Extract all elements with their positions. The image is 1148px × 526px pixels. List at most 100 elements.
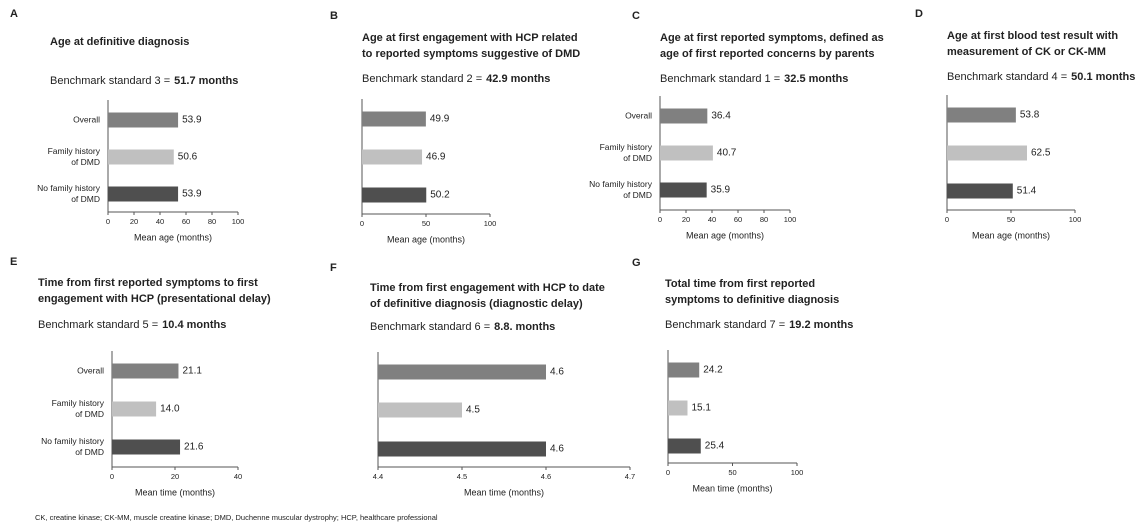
x-tick-label: 4.5: [457, 472, 467, 481]
x-tick-label: 0: [110, 472, 114, 481]
panel-title: Age at first reported symptoms, defined …: [660, 32, 884, 44]
panel-title: Age at definitive diagnosis: [50, 36, 189, 48]
benchmark-label: Benchmark standard 5 =: [38, 319, 158, 331]
bar: [112, 439, 181, 455]
bar: [108, 149, 174, 165]
x-tick-label: 4.7: [625, 472, 635, 481]
category-label: of DMD: [623, 153, 652, 163]
x-tick-label: 0: [106, 217, 110, 226]
benchmark: Benchmark standard 2 = 42.9 months: [362, 73, 550, 85]
x-tick-label: 0: [666, 468, 670, 477]
panel-letter: B: [330, 10, 338, 22]
x-tick-label: 0: [658, 215, 662, 224]
value-label: 49.9: [430, 114, 450, 125]
panel-title: Time from first engagement with HCP to d…: [370, 282, 605, 294]
bar: [660, 182, 707, 198]
benchmark-value: 8.8. months: [494, 321, 555, 333]
bar: [947, 183, 1013, 199]
category-label: of DMD: [623, 190, 652, 200]
x-tick-label: 0: [360, 219, 364, 228]
value-label: 15.1: [691, 403, 711, 414]
benchmark-label: Benchmark standard 3 =: [50, 75, 170, 87]
panel-letter: D: [915, 8, 923, 20]
x-tick-label: 100: [784, 215, 797, 224]
value-label: 4.6: [550, 444, 564, 455]
panel-letter: A: [10, 8, 18, 20]
benchmark-label: Benchmark standard 1 =: [660, 73, 780, 85]
benchmark-value: 19.2 months: [789, 319, 853, 331]
category-label: Overall: [625, 110, 652, 120]
x-tick-label: 100: [232, 217, 245, 226]
category-label: No family history: [37, 183, 101, 193]
bar: [668, 362, 700, 378]
panel-letter: C: [632, 10, 640, 22]
panel-title: Time from first reported symptoms to fir…: [38, 277, 258, 289]
x-tick-label: 80: [760, 215, 768, 224]
value-label: 53.8: [1020, 110, 1040, 121]
value-label: 4.6: [550, 367, 564, 378]
x-axis-label: Mean time (months): [692, 483, 772, 493]
bar: [362, 149, 423, 165]
x-tick-label: 40: [708, 215, 716, 224]
x-tick-label: 50: [422, 219, 430, 228]
footnote: CK, creatine kinase; CK-MM, muscle creat…: [35, 513, 438, 522]
x-axis-label: Mean time (months): [135, 487, 215, 497]
category-label: Overall: [73, 114, 100, 124]
category-label: Family history: [52, 398, 105, 408]
category-label: of DMD: [71, 157, 100, 167]
bar: [660, 145, 713, 161]
category-label: of DMD: [75, 447, 104, 457]
benchmark: Benchmark standard 6 = 8.8. months: [370, 321, 555, 333]
value-label: 21.1: [182, 366, 202, 377]
x-axis-label: Mean time (months): [464, 487, 544, 497]
x-axis-label: Mean age (months): [972, 230, 1050, 240]
benchmark: Benchmark standard 4 = 50.1 months: [947, 71, 1135, 83]
x-tick-label: 80: [208, 217, 216, 226]
bar: [947, 107, 1016, 123]
x-tick-label: 100: [791, 468, 804, 477]
value-label: 53.9: [182, 115, 202, 126]
x-tick-label: 4.6: [541, 472, 551, 481]
category-label: of DMD: [71, 194, 100, 204]
benchmark-label: Benchmark standard 4 =: [947, 71, 1067, 83]
benchmark: Benchmark standard 3 = 51.7 months: [50, 75, 238, 87]
panel-title: age of first reported concerns by parent…: [660, 48, 875, 60]
bar: [378, 441, 546, 457]
benchmark-value: 50.1 months: [1071, 71, 1135, 83]
category-label: Family history: [600, 142, 653, 152]
value-label: 21.6: [184, 442, 204, 453]
panel-title: measurement of CK or CK-MM: [947, 46, 1106, 58]
bar: [108, 186, 179, 202]
x-tick-label: 50: [728, 468, 736, 477]
x-tick-label: 60: [734, 215, 742, 224]
value-label: 50.2: [430, 190, 450, 201]
benchmark-value: 51.7 months: [174, 75, 238, 87]
value-label: 53.9: [182, 189, 202, 200]
x-tick-label: 20: [171, 472, 179, 481]
bar: [362, 187, 427, 203]
benchmark-value: 42.9 months: [486, 73, 550, 85]
bar: [362, 111, 426, 127]
value-label: 36.4: [711, 111, 731, 122]
x-tick-label: 0: [945, 215, 949, 224]
panel-letter: G: [632, 257, 641, 269]
category-label: of DMD: [75, 409, 104, 419]
x-tick-label: 20: [130, 217, 138, 226]
category-label: No family history: [589, 179, 653, 189]
panel-title: to reported symptoms suggestive of DMD: [362, 48, 580, 60]
panel-title: symptoms to definitive diagnosis: [665, 294, 839, 306]
bar: [378, 364, 546, 380]
x-axis-label: Mean age (months): [387, 234, 465, 244]
value-label: 35.9: [711, 185, 731, 196]
x-tick-label: 40: [156, 217, 164, 226]
benchmark-label: Benchmark standard 2 =: [362, 73, 482, 85]
bar: [947, 145, 1027, 161]
panel-title: engagement with HCP (presentational dela…: [38, 293, 271, 305]
benchmark: Benchmark standard 5 = 10.4 months: [38, 319, 226, 331]
x-tick-label: 60: [182, 217, 190, 226]
x-axis-label: Mean age (months): [134, 232, 212, 242]
benchmark: Benchmark standard 1 = 32.5 months: [660, 73, 848, 85]
panel-letter: F: [330, 262, 337, 274]
x-tick-label: 4.4: [373, 472, 383, 481]
